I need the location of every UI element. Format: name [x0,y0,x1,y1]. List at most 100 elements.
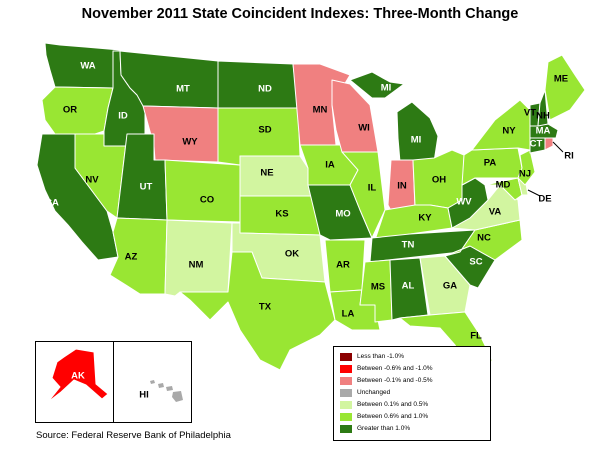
label-ID: ID [118,111,128,122]
legend-swatch [340,425,352,433]
label-MN: MN [313,105,328,116]
label-SC: SC [469,257,482,268]
state-WV [447,177,489,229]
label-UT: UT [140,182,153,193]
label-MS: MS [371,282,385,293]
label-IN: IN [397,181,407,192]
label-MI-upper: MI [381,83,392,94]
legend-swatch [340,413,352,421]
inset-map: AK HI [47,348,183,403]
legend-label: Between 0.1% and 0.5% [357,401,429,408]
legend-row: Greater than 1.0% [340,424,490,434]
label-NC: NC [477,233,491,244]
state-HI-4 [172,391,183,402]
label-TN: TN [402,240,415,251]
state-HI-1 [150,380,155,384]
label-WY: WY [182,137,198,148]
label-MA: MA [536,126,551,137]
state-HI-3 [166,386,173,391]
states-layer [36,42,586,379]
legend-swatch [340,365,352,373]
label-MO: MO [335,209,350,220]
legend-label: Greater than 1.0% [357,425,411,432]
legend-row: Between 0.6% and 1.0% [340,412,490,422]
label-FL: FL [470,331,482,342]
source-note: Source: Federal Reserve Bank of Philadel… [36,430,231,441]
state-MI [349,71,405,99]
state-CO [164,159,241,223]
label-KY: KY [418,213,432,224]
state-labels-layer: WA OR CA NV ID MT WY UT AZ CO NM ND SD N… [45,61,574,342]
label-ME: ME [554,74,568,85]
label-OH: OH [432,175,446,186]
label-CA: CA [45,198,59,209]
state-AZ [109,217,168,295]
label-VA: VA [489,207,502,218]
label-MI: MI [411,135,422,146]
legend-row: Between -0.1% and -0.5% [340,376,490,386]
label-AK: AK [71,371,85,382]
state-NM [164,219,233,297]
label-WV: WV [456,197,472,208]
legend-row: Between 0.1% and 0.5% [340,400,490,410]
label-TX: TX [259,302,272,313]
label-WA: WA [80,61,95,72]
label-HI: HI [139,390,149,401]
legend-swatch [340,401,352,409]
label-AZ: AZ [125,252,138,263]
state-ME [544,54,586,121]
label-DE: DE [538,194,551,205]
label-NH: NH [536,111,550,122]
legend-label: Between 0.6% and 1.0% [357,413,429,420]
label-RI: RI [564,151,574,162]
label-OR: OR [63,105,77,116]
label-CT: CT [530,139,543,150]
legend-label: Between -0.1% and -0.5% [357,377,433,384]
leader-DE [527,189,541,197]
label-WI: WI [358,123,370,134]
label-CO: CO [200,195,214,206]
legend-label: Less than -1.0% [357,353,404,360]
label-MD: MD [496,180,511,191]
label-SD: SD [258,125,271,136]
state-IL [341,151,386,239]
legend: Less than -1.0% Between -0.6% and -1.0% … [333,346,491,441]
legend-swatch [340,377,352,385]
legend-label: Unchanged [357,389,391,396]
label-GA: GA [443,281,457,292]
legend-swatch [340,353,352,361]
label-KS: KS [275,209,288,220]
label-PA: PA [484,158,497,169]
state-NY [471,99,531,151]
state-TX [179,251,336,371]
label-IA: IA [325,160,335,171]
state-MD [484,177,523,201]
label-LA: LA [342,309,355,320]
legend-row: Between -0.6% and -1.0% [340,364,490,374]
legend-swatch [340,389,352,397]
label-NV: NV [85,175,99,186]
label-AL: AL [402,281,415,292]
label-IL: IL [368,183,377,194]
state-HI-2 [158,383,164,388]
state-NH [537,89,549,127]
state-NE [239,155,313,197]
legend-label: Between -0.6% and -1.0% [357,365,433,372]
legend-row: Unchanged [340,388,490,398]
inset-divider [113,342,114,422]
label-NE: NE [260,168,273,179]
label-VT: VT [524,108,536,119]
leader-RI [552,141,564,153]
label-ND: ND [258,84,272,95]
state-AK [47,348,109,403]
label-NJ: NJ [519,169,531,180]
label-NM: NM [189,260,204,271]
legend-row: Less than -1.0% [340,352,490,362]
inset-box: AK HI [35,341,192,423]
label-AR: AR [336,260,350,271]
state-OR [41,86,114,135]
map-title: November 2011 State Coincident Indexes: … [81,6,519,22]
label-OK: OK [285,249,299,260]
state-MI-lower [396,101,439,163]
